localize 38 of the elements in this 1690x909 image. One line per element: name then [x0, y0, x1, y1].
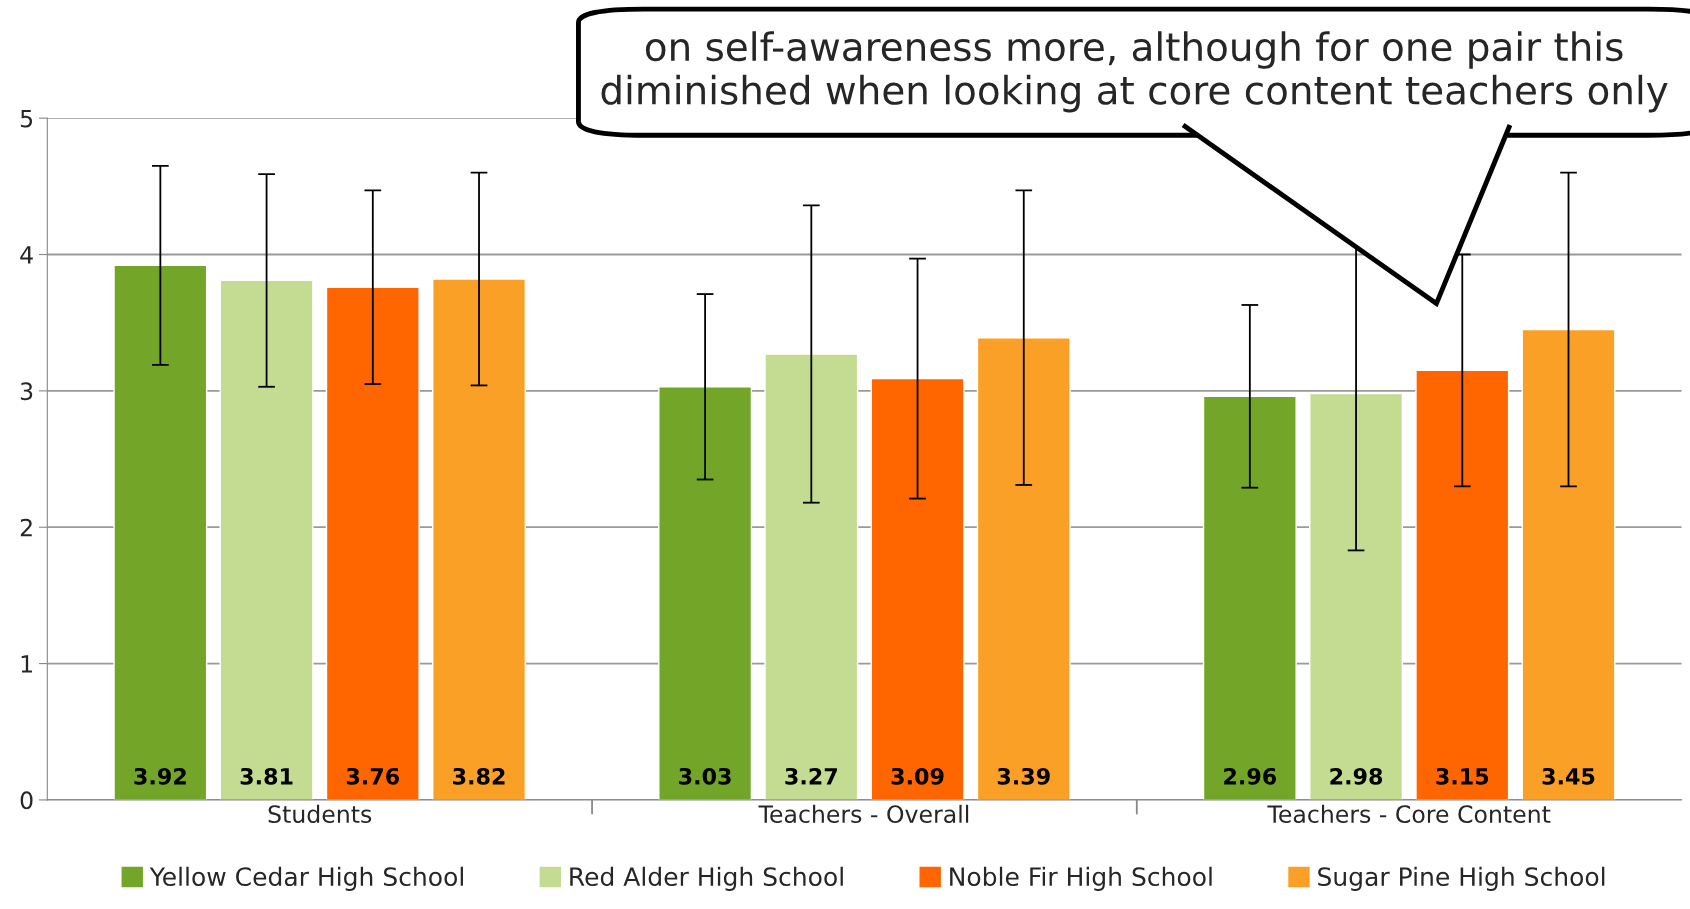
bar — [1415, 369, 1510, 800]
bar — [1521, 328, 1616, 800]
data-label: 3.39 — [997, 767, 1050, 785]
y-tick-label: 4 — [20, 246, 33, 264]
y-tick-label: 1 — [21, 655, 32, 673]
data-label: 3.27 — [785, 767, 837, 785]
bar — [764, 353, 859, 800]
data-label: 2.96 — [1224, 767, 1277, 785]
text: on self-awareness more, although for one pair this diminished when looking at core content teachers only — [601, 31, 1668, 113]
legend-label: Noble Fir High School — [950, 866, 1212, 891]
bar — [658, 386, 753, 800]
y-tick-label: 3 — [20, 382, 33, 401]
y-tick-label: 0 — [20, 791, 33, 810]
bar — [870, 377, 965, 800]
bar — [113, 264, 208, 800]
bar — [1202, 395, 1297, 800]
y-tick-label: 5 — [20, 109, 33, 128]
x-tick-label: Teachers - Overall — [758, 804, 969, 824]
x-tick-label: Students — [268, 804, 372, 824]
data-label: 3.45 — [1542, 767, 1595, 785]
data-label: 3.76 — [346, 767, 400, 785]
legend-label: Red Alder High School — [570, 866, 843, 891]
bar — [325, 286, 420, 800]
data-label: 3.03 — [679, 767, 731, 785]
bar — [219, 279, 314, 800]
data-label: 3.81 — [240, 767, 293, 785]
data-label: 3.09 — [891, 767, 944, 785]
y-tick-label: 2 — [20, 518, 32, 537]
data-label: 2.98 — [1330, 767, 1383, 785]
bar — [1309, 392, 1404, 800]
bar — [976, 336, 1071, 800]
legend-label: Yellow Cedar High School — [149, 866, 463, 891]
legend-label: Sugar Pine High School — [1318, 866, 1605, 891]
bar — [432, 278, 527, 800]
data-label: 3.15 — [1436, 767, 1489, 785]
data-label: 3.82 — [453, 767, 505, 785]
data-label: 3.92 — [134, 767, 186, 785]
x-tick-label: Teachers - Core Content — [1267, 804, 1551, 824]
